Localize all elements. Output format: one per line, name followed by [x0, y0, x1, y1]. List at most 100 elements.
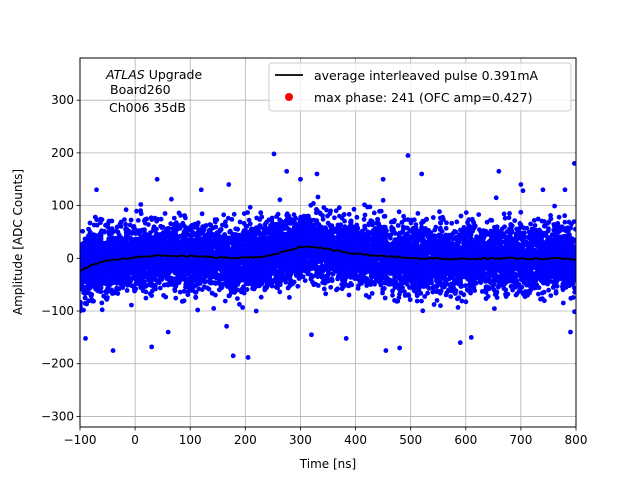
scatter-point	[568, 225, 574, 231]
scatter-point	[91, 222, 97, 228]
scatter-point	[366, 222, 372, 228]
scatter-point	[430, 289, 436, 295]
scatter-point	[572, 309, 576, 315]
scatter-point	[149, 293, 155, 298]
scatter-point	[400, 224, 406, 230]
scatter-point	[425, 290, 430, 296]
scatter-point	[494, 224, 500, 230]
scatter-point	[177, 289, 183, 295]
scatter-point	[138, 202, 144, 207]
scatter-point	[129, 302, 134, 308]
scatter-point	[224, 323, 230, 329]
scatter-point	[448, 294, 454, 299]
scatter-point	[164, 226, 170, 232]
scatter-point	[240, 305, 246, 310]
scatter-point	[380, 290, 385, 296]
scatter-point	[105, 224, 111, 230]
scatter-point	[123, 221, 128, 227]
scatter-point	[277, 197, 283, 203]
scatter-point	[437, 209, 442, 215]
scatter-point	[459, 298, 465, 304]
scatter-point	[452, 229, 457, 234]
scatter-point	[158, 223, 164, 229]
scatter-point	[335, 286, 340, 292]
scatter-point	[532, 223, 538, 228]
scatter-point	[128, 217, 134, 223]
scatter-point	[237, 301, 242, 307]
scatter-point	[354, 214, 360, 220]
scatter-point	[247, 221, 253, 227]
scatter-point	[225, 215, 231, 221]
scatter-point	[526, 229, 532, 235]
scatter-point	[409, 284, 415, 290]
scatter-point	[463, 210, 469, 216]
scatter-point	[245, 210, 251, 215]
scatter-point	[431, 302, 437, 307]
scatter-point	[193, 294, 199, 300]
scatter-point	[501, 286, 507, 291]
scatter-point	[463, 299, 469, 305]
scatter-point	[247, 204, 253, 210]
scatter-point	[369, 291, 375, 296]
scatter-point	[185, 289, 191, 295]
scatter-point	[458, 213, 464, 219]
scatter-point	[492, 306, 497, 311]
scatter-point	[258, 294, 264, 300]
scatter-point	[562, 219, 568, 225]
scatter-point	[199, 211, 205, 217]
scatter-point	[455, 276, 461, 281]
scatter-point	[173, 295, 179, 301]
scatter-point	[400, 285, 405, 291]
scatter-point	[94, 217, 100, 223]
scatter-point	[546, 226, 551, 232]
scatter-point	[505, 291, 511, 297]
scatter-point	[277, 289, 283, 295]
scatter-point	[333, 208, 339, 214]
scatter-point	[528, 221, 533, 227]
scatter-point	[351, 224, 357, 230]
scatter-point	[355, 286, 361, 291]
scatter-point	[244, 287, 250, 292]
scatter-point	[283, 279, 289, 285]
scatter-point	[332, 215, 337, 221]
scatter-point	[339, 215, 345, 221]
scatter-point	[402, 289, 407, 295]
scatter-point	[380, 197, 386, 203]
scatter-point	[345, 283, 351, 288]
scatter-point	[220, 222, 225, 228]
scatter-point	[371, 210, 377, 216]
scatter-point	[419, 220, 424, 226]
scatter-point	[545, 281, 550, 287]
scatter-point	[414, 298, 420, 304]
scatter-point	[246, 217, 252, 223]
scatter-point	[395, 223, 401, 228]
scatter-point	[501, 211, 507, 217]
scatter-point	[203, 223, 209, 228]
scatter-point	[512, 218, 518, 224]
scatter-point	[390, 292, 395, 298]
scatter-point	[398, 274, 404, 280]
scatter-point	[551, 227, 557, 233]
scatter-point	[443, 225, 449, 231]
scatter-point	[258, 210, 264, 216]
scatter-point	[223, 219, 228, 225]
scatter-point	[510, 287, 515, 293]
scatter-point	[396, 209, 402, 215]
scatter-point	[135, 218, 141, 223]
scatter-point	[278, 218, 284, 224]
scatter-point	[518, 209, 524, 215]
scatter-point	[80, 304, 83, 310]
scatter-point	[211, 306, 217, 311]
scatter-point	[572, 289, 576, 295]
scatter-point	[315, 283, 321, 288]
scatter-point	[527, 290, 532, 296]
scatter-point	[479, 289, 485, 294]
scatter-point	[573, 226, 576, 232]
scatter-point	[548, 279, 554, 284]
scatter-point	[553, 290, 559, 296]
scatter-point	[109, 218, 115, 224]
scatter-point	[341, 212, 347, 218]
scatter-point	[235, 296, 240, 301]
scatter-point	[394, 298, 399, 304]
